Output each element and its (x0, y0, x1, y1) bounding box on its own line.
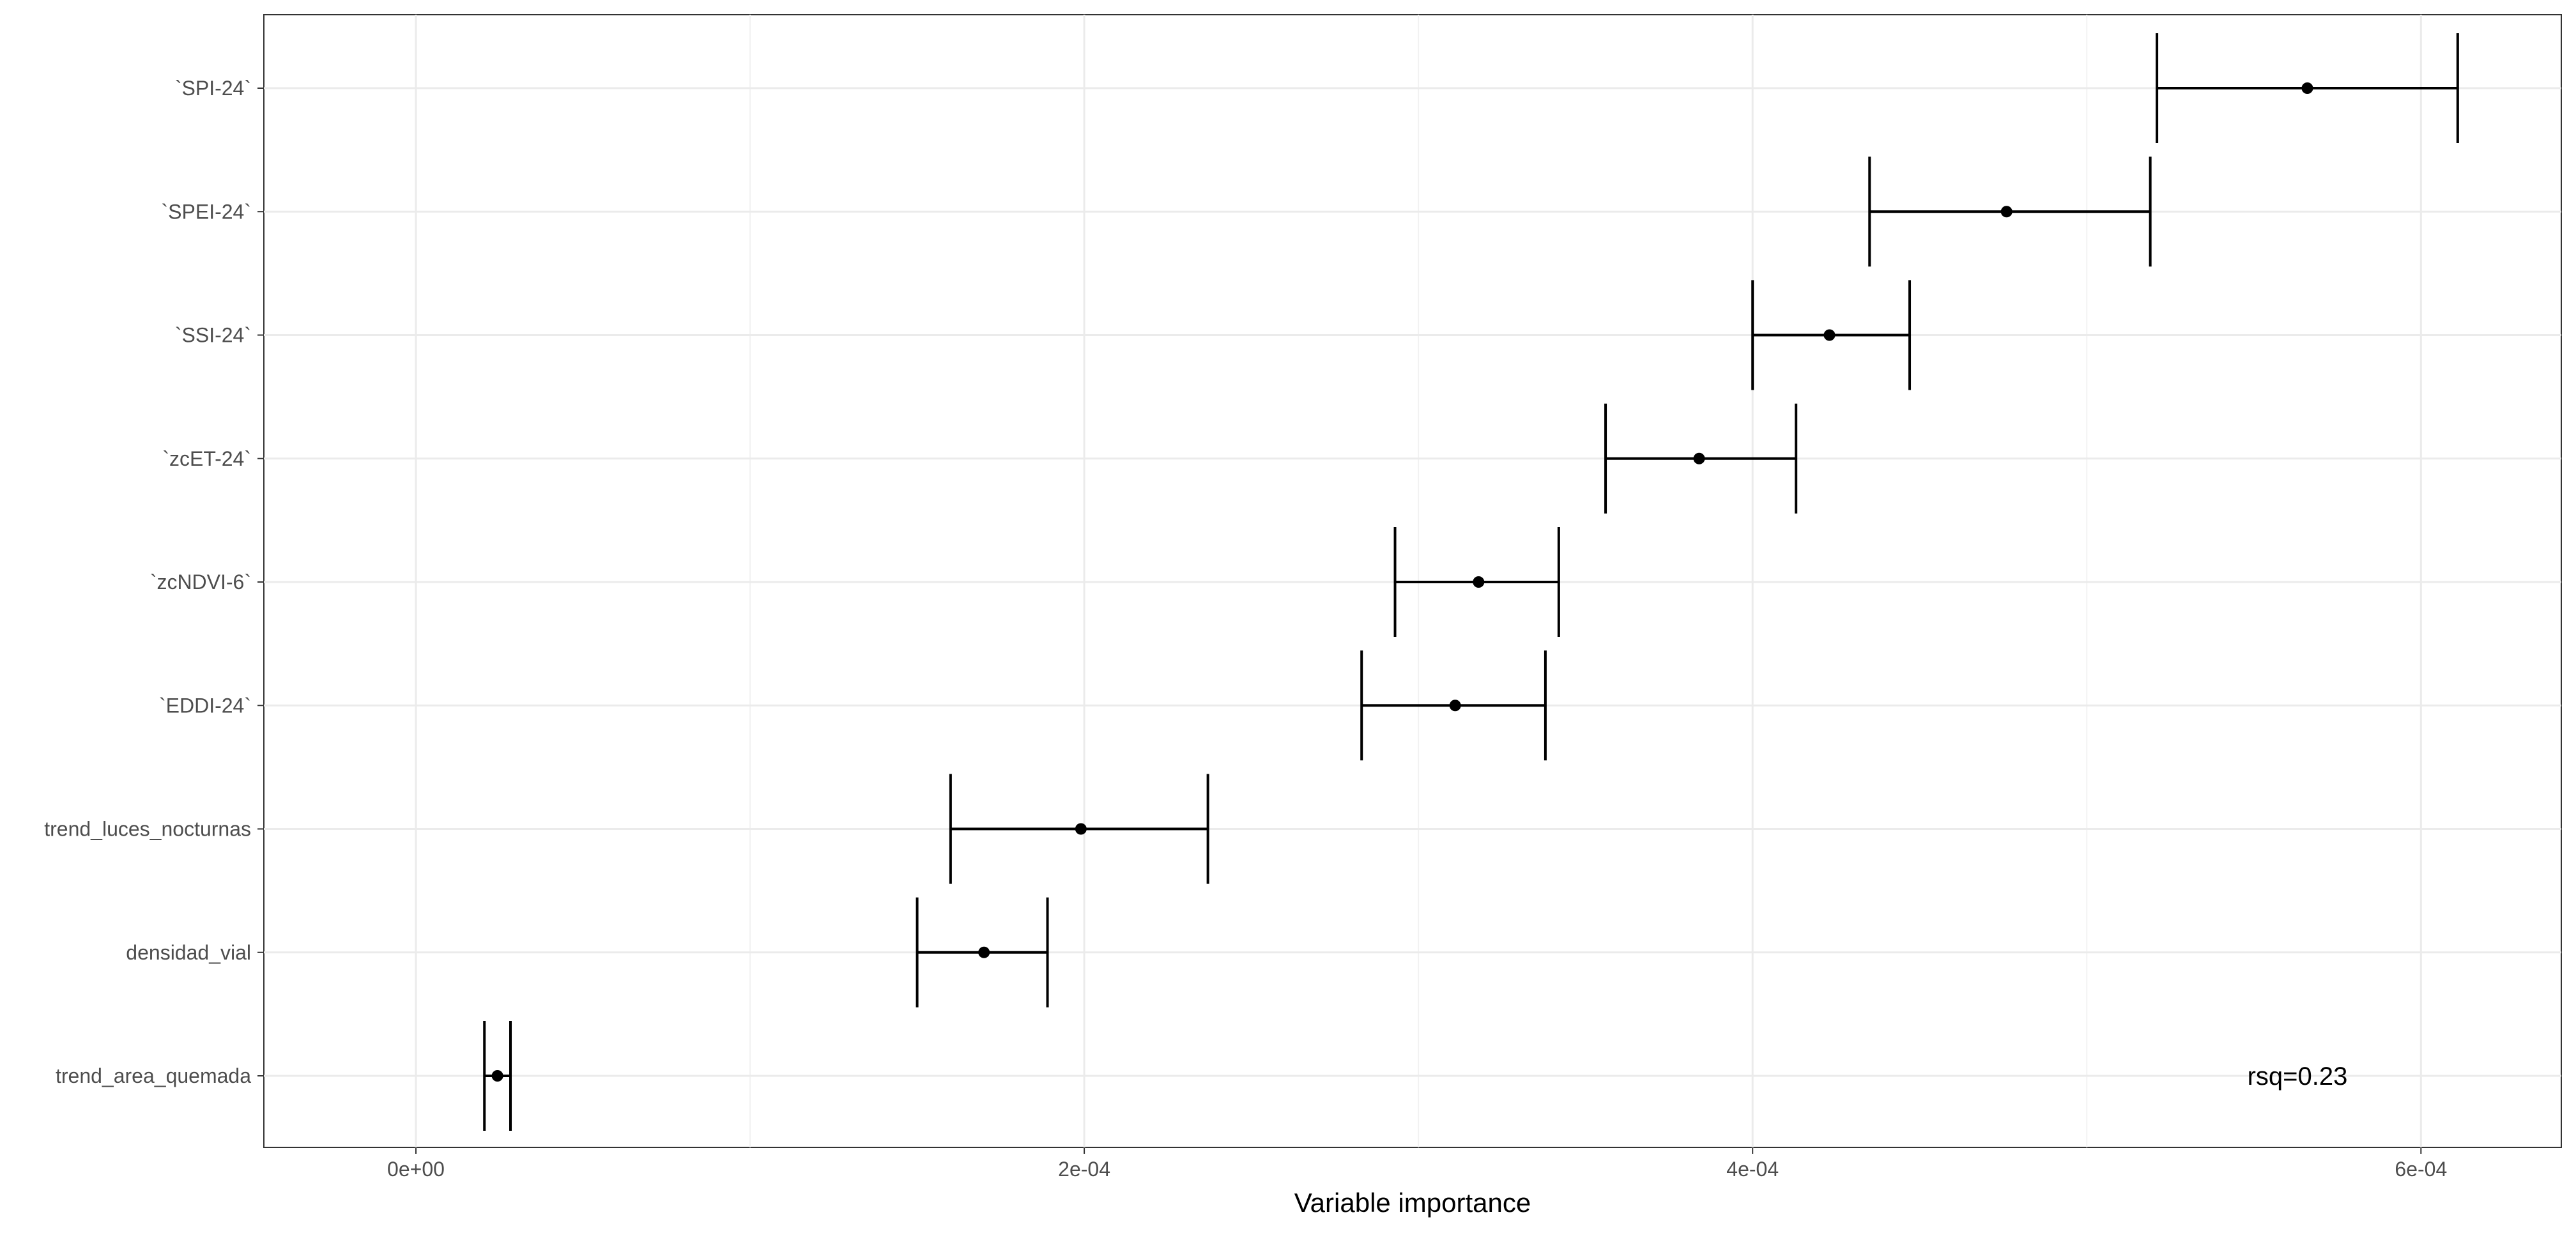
x-tick-label: 0e+00 (387, 1158, 445, 1181)
data-point (1449, 700, 1461, 712)
x-tick-label: 4e-04 (1726, 1158, 1779, 1181)
data-point (491, 1070, 503, 1082)
y-axis-labels: `SPI-24` `SPEI-24` `SSI-24` `zcET-24` `zcNDV… (44, 77, 264, 1087)
x-tick-label: 2e-04 (1058, 1158, 1110, 1181)
y-tick-label: `zcNDVI-6` (150, 571, 251, 594)
y-tick-label: `SPEI-24` (162, 200, 251, 223)
y-tick-label: densidad_vial (126, 941, 251, 964)
x-axis-title: Variable importance (1294, 1188, 1531, 1218)
data-point (1473, 576, 1485, 588)
y-tick-label: trend_luces_nocturnas (44, 818, 251, 841)
y-tick-label: `zcET-24` (162, 447, 251, 470)
y-tick-label: `SPI-24` (175, 77, 251, 100)
rsq-annotation: rsq=0.23 (2248, 1062, 2348, 1091)
data-point (2301, 82, 2313, 94)
y-tick-label: `SSI-24` (175, 324, 251, 347)
y-tick-label: trend_area_quemada (56, 1064, 251, 1087)
data-point (1823, 329, 1836, 341)
gridlines (264, 15, 2561, 1147)
data-point (1693, 452, 1705, 464)
x-axis-ticks: 0e+00 2e-04 4e-04 6e-04 (387, 1147, 2447, 1181)
data-points (491, 82, 2313, 1082)
data-point (1075, 823, 1087, 835)
y-tick-label: `EDDI-24` (159, 694, 251, 717)
data-point (2000, 206, 2012, 218)
x-tick-label: 6e-04 (2395, 1158, 2447, 1181)
data-point (978, 946, 990, 958)
